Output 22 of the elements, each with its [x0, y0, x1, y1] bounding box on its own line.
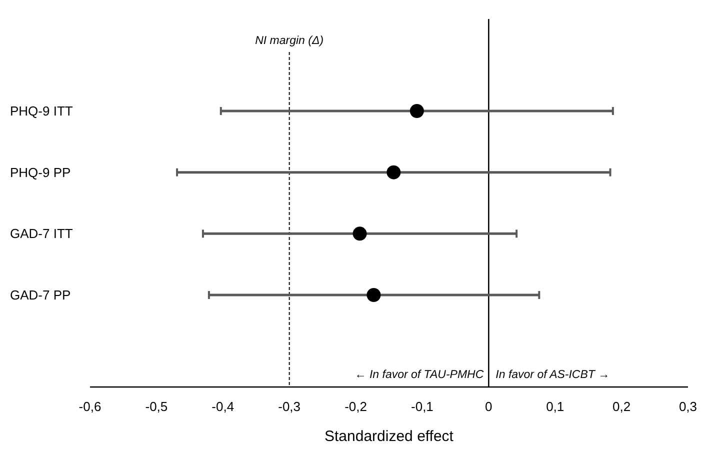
x-tick-label: 0 [485, 399, 492, 414]
x-tick-label: -0,3 [278, 399, 301, 414]
x-tick-label: -0,6 [78, 399, 102, 414]
y-tick-label: GAD-7 PP [10, 288, 71, 302]
point [352, 226, 367, 241]
y-tick-label: GAD-7 ITT [10, 226, 73, 242]
x-tick-label: -0,4 [212, 399, 234, 414]
point [410, 104, 424, 118]
x-axis-title: Standardized effect [324, 428, 454, 445]
x-tick-label: -0,5 [145, 399, 168, 414]
point [386, 165, 401, 180]
ref-line-label: NI margin (Δ) [255, 35, 324, 47]
annotation: In favor of AS-ICBT → [496, 369, 610, 381]
y-tick-label: PHQ-9 ITT [10, 104, 73, 118]
x-tick-label: -0,2 [344, 399, 367, 414]
annotation: ← In favor of TAU-PMHC [354, 369, 484, 381]
x-tick-label: 0,2 [612, 399, 631, 414]
x-tick-label: 0,1 [546, 399, 564, 414]
y-tick-label: PHQ-9 PP [10, 164, 71, 180]
point [366, 288, 381, 302]
x-tick-label: 0,3 [678, 399, 698, 414]
x-tick-label: -0,1 [411, 399, 434, 414]
